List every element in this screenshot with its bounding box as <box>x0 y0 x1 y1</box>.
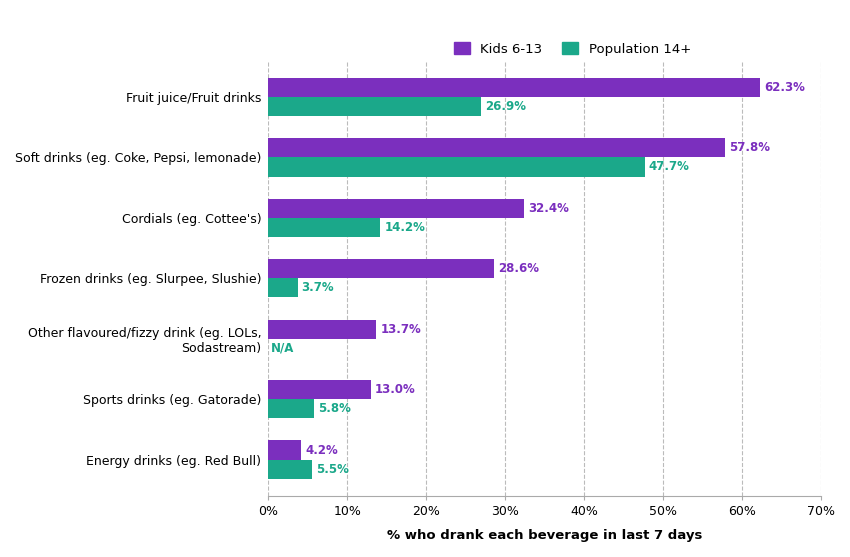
Bar <box>269 278 298 297</box>
Text: 26.9%: 26.9% <box>484 100 525 113</box>
Legend: Kids 6-13, Population 14+: Kids 6-13, Population 14+ <box>449 37 696 61</box>
Bar <box>269 320 377 339</box>
Text: 5.8%: 5.8% <box>318 402 351 415</box>
Text: N/A: N/A <box>270 342 294 355</box>
Text: 13.7%: 13.7% <box>381 323 422 336</box>
Text: 4.2%: 4.2% <box>305 443 338 457</box>
Bar <box>269 460 312 478</box>
Bar <box>269 138 725 158</box>
Bar <box>269 259 494 278</box>
Text: 5.5%: 5.5% <box>315 463 348 476</box>
Bar <box>269 199 524 218</box>
Text: 57.8%: 57.8% <box>728 141 769 154</box>
Text: 14.2%: 14.2% <box>384 221 425 234</box>
Bar <box>269 158 645 177</box>
Text: 47.7%: 47.7% <box>649 160 689 173</box>
Text: 32.4%: 32.4% <box>528 202 569 215</box>
Bar <box>269 78 760 97</box>
Bar <box>269 97 481 116</box>
Text: 3.7%: 3.7% <box>302 281 334 294</box>
X-axis label: % who drank each beverage in last 7 days: % who drank each beverage in last 7 days <box>387 529 702 542</box>
Bar <box>269 380 371 399</box>
Bar <box>269 399 314 418</box>
Text: 13.0%: 13.0% <box>375 383 416 396</box>
Text: 28.6%: 28.6% <box>498 262 539 275</box>
Bar <box>269 441 302 460</box>
Text: 62.3%: 62.3% <box>764 81 805 94</box>
Bar <box>269 218 381 237</box>
